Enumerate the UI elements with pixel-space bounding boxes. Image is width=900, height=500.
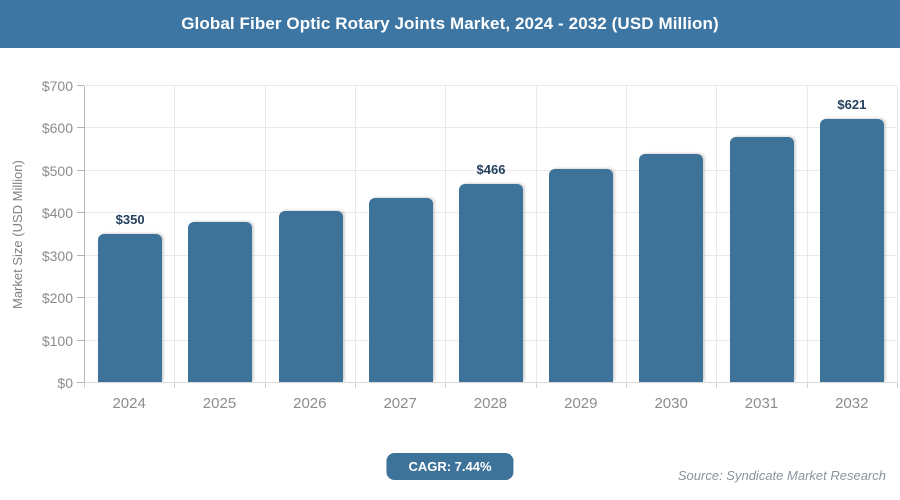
bar-wrap-2025 xyxy=(188,222,253,382)
x-tick-label-2029: 2029 xyxy=(564,395,598,412)
y-tick-mark xyxy=(77,339,84,341)
y-tick-label: $100 xyxy=(41,332,73,349)
bar-2026 xyxy=(278,210,343,382)
y-tick-mark xyxy=(77,254,84,256)
bar-2030 xyxy=(639,153,704,382)
h-gridline xyxy=(85,169,897,171)
v-gridline xyxy=(535,86,537,382)
bar-wrap-2028: $466 xyxy=(458,162,523,382)
bar-value-label-2028: $466 xyxy=(476,162,506,178)
bar-column-2026 xyxy=(265,86,355,382)
bar-wrap-2027 xyxy=(368,197,433,382)
x-tick-mark xyxy=(264,383,266,388)
h-gridline xyxy=(85,85,897,86)
y-tick-label: $0 xyxy=(57,375,73,391)
v-gridline xyxy=(716,86,718,382)
cagr-badge: CAGR: 7.44% xyxy=(386,453,514,480)
x-tick-mark xyxy=(445,383,447,388)
v-gridline xyxy=(806,86,808,382)
x-tick-label-2028: 2028 xyxy=(473,395,508,412)
bar-wrap-2030 xyxy=(639,153,704,382)
bar-2028 xyxy=(458,184,523,382)
x-tick-mark xyxy=(716,383,718,388)
y-tick-label: $600 xyxy=(41,120,73,137)
bar-column-2032: $621 xyxy=(807,86,897,382)
bar-column-2024: $350 xyxy=(85,86,175,382)
y-tick-label: $400 xyxy=(41,205,73,222)
y-tick-mark xyxy=(77,212,84,214)
bar-column-2025 xyxy=(175,86,265,382)
x-tick-label-2027: 2027 xyxy=(383,395,417,412)
x-tick-label-2026: 2026 xyxy=(293,395,327,412)
v-gridline xyxy=(174,86,176,382)
bar-wrap-2026 xyxy=(278,210,343,382)
bar-column-2030 xyxy=(626,86,716,382)
x-tick-label-2024: 2024 xyxy=(112,395,146,412)
h-gridline xyxy=(85,127,897,129)
y-tick-label: $700 xyxy=(41,78,73,94)
bar-column-2029 xyxy=(536,86,626,382)
bar-wrap-2031 xyxy=(729,136,794,382)
x-axis-labels: 2024 2025 2026 2027 2028 2029 2030 2031 2032 xyxy=(84,394,897,414)
source-note: Source: Syndicate Market Research xyxy=(677,468,886,483)
bar-wrap-2029 xyxy=(549,169,614,382)
y-tick-mark xyxy=(77,127,84,129)
v-gridline xyxy=(626,86,627,382)
plot-area: $0 $100 $200 $300 $400 $500 $600 $700 $350 $466 $6… xyxy=(42,78,898,391)
x-tick-label-2031: 2031 xyxy=(744,395,779,412)
v-gridline xyxy=(897,86,898,382)
chart-title: Global Fiber Optic Rotary Joints Market,… xyxy=(181,14,719,33)
bar-2024 xyxy=(98,233,163,382)
x-tick-mark xyxy=(535,383,537,388)
bar-2032 xyxy=(819,118,884,382)
bars-container: $350 $466 $621 xyxy=(85,86,897,382)
v-gridline xyxy=(355,86,356,382)
y-tick-label: $300 xyxy=(41,247,73,264)
y-tick-mark xyxy=(77,297,84,299)
bar-value-label-2032: $621 xyxy=(837,96,867,112)
x-tick-mark xyxy=(84,383,85,388)
y-tick-mark xyxy=(77,169,84,171)
bar-2031 xyxy=(729,136,794,382)
bar-column-2028: $466 xyxy=(446,86,536,382)
bar-2027 xyxy=(368,197,433,382)
v-gridline xyxy=(264,86,266,382)
v-gridline xyxy=(445,86,447,382)
chart-header-bar: Global Fiber Optic Rotary Joints Market,… xyxy=(0,0,900,48)
bar-value-label-2024: $350 xyxy=(115,211,145,227)
bar-column-2031 xyxy=(717,86,807,382)
bar-column-2027 xyxy=(356,86,446,382)
x-tick-mark xyxy=(355,383,356,388)
y-tick-mark xyxy=(77,85,84,86)
bar-wrap-2024: $350 xyxy=(98,212,163,382)
x-tick-label-2030: 2030 xyxy=(654,395,688,412)
x-tick-mark xyxy=(626,383,627,388)
x-tick-mark xyxy=(174,383,176,388)
y-tick-label: $500 xyxy=(41,162,73,179)
y-tick-mark xyxy=(77,382,84,383)
x-tick-mark xyxy=(806,383,808,388)
x-tick-label-2032: 2032 xyxy=(835,395,869,412)
bar-2029 xyxy=(549,169,614,382)
bar-wrap-2032: $621 xyxy=(819,97,884,382)
x-tick-label-2025: 2025 xyxy=(202,395,237,412)
x-tick-mark xyxy=(897,383,898,388)
bar-2025 xyxy=(188,222,253,382)
y-tick-label: $200 xyxy=(41,290,73,307)
